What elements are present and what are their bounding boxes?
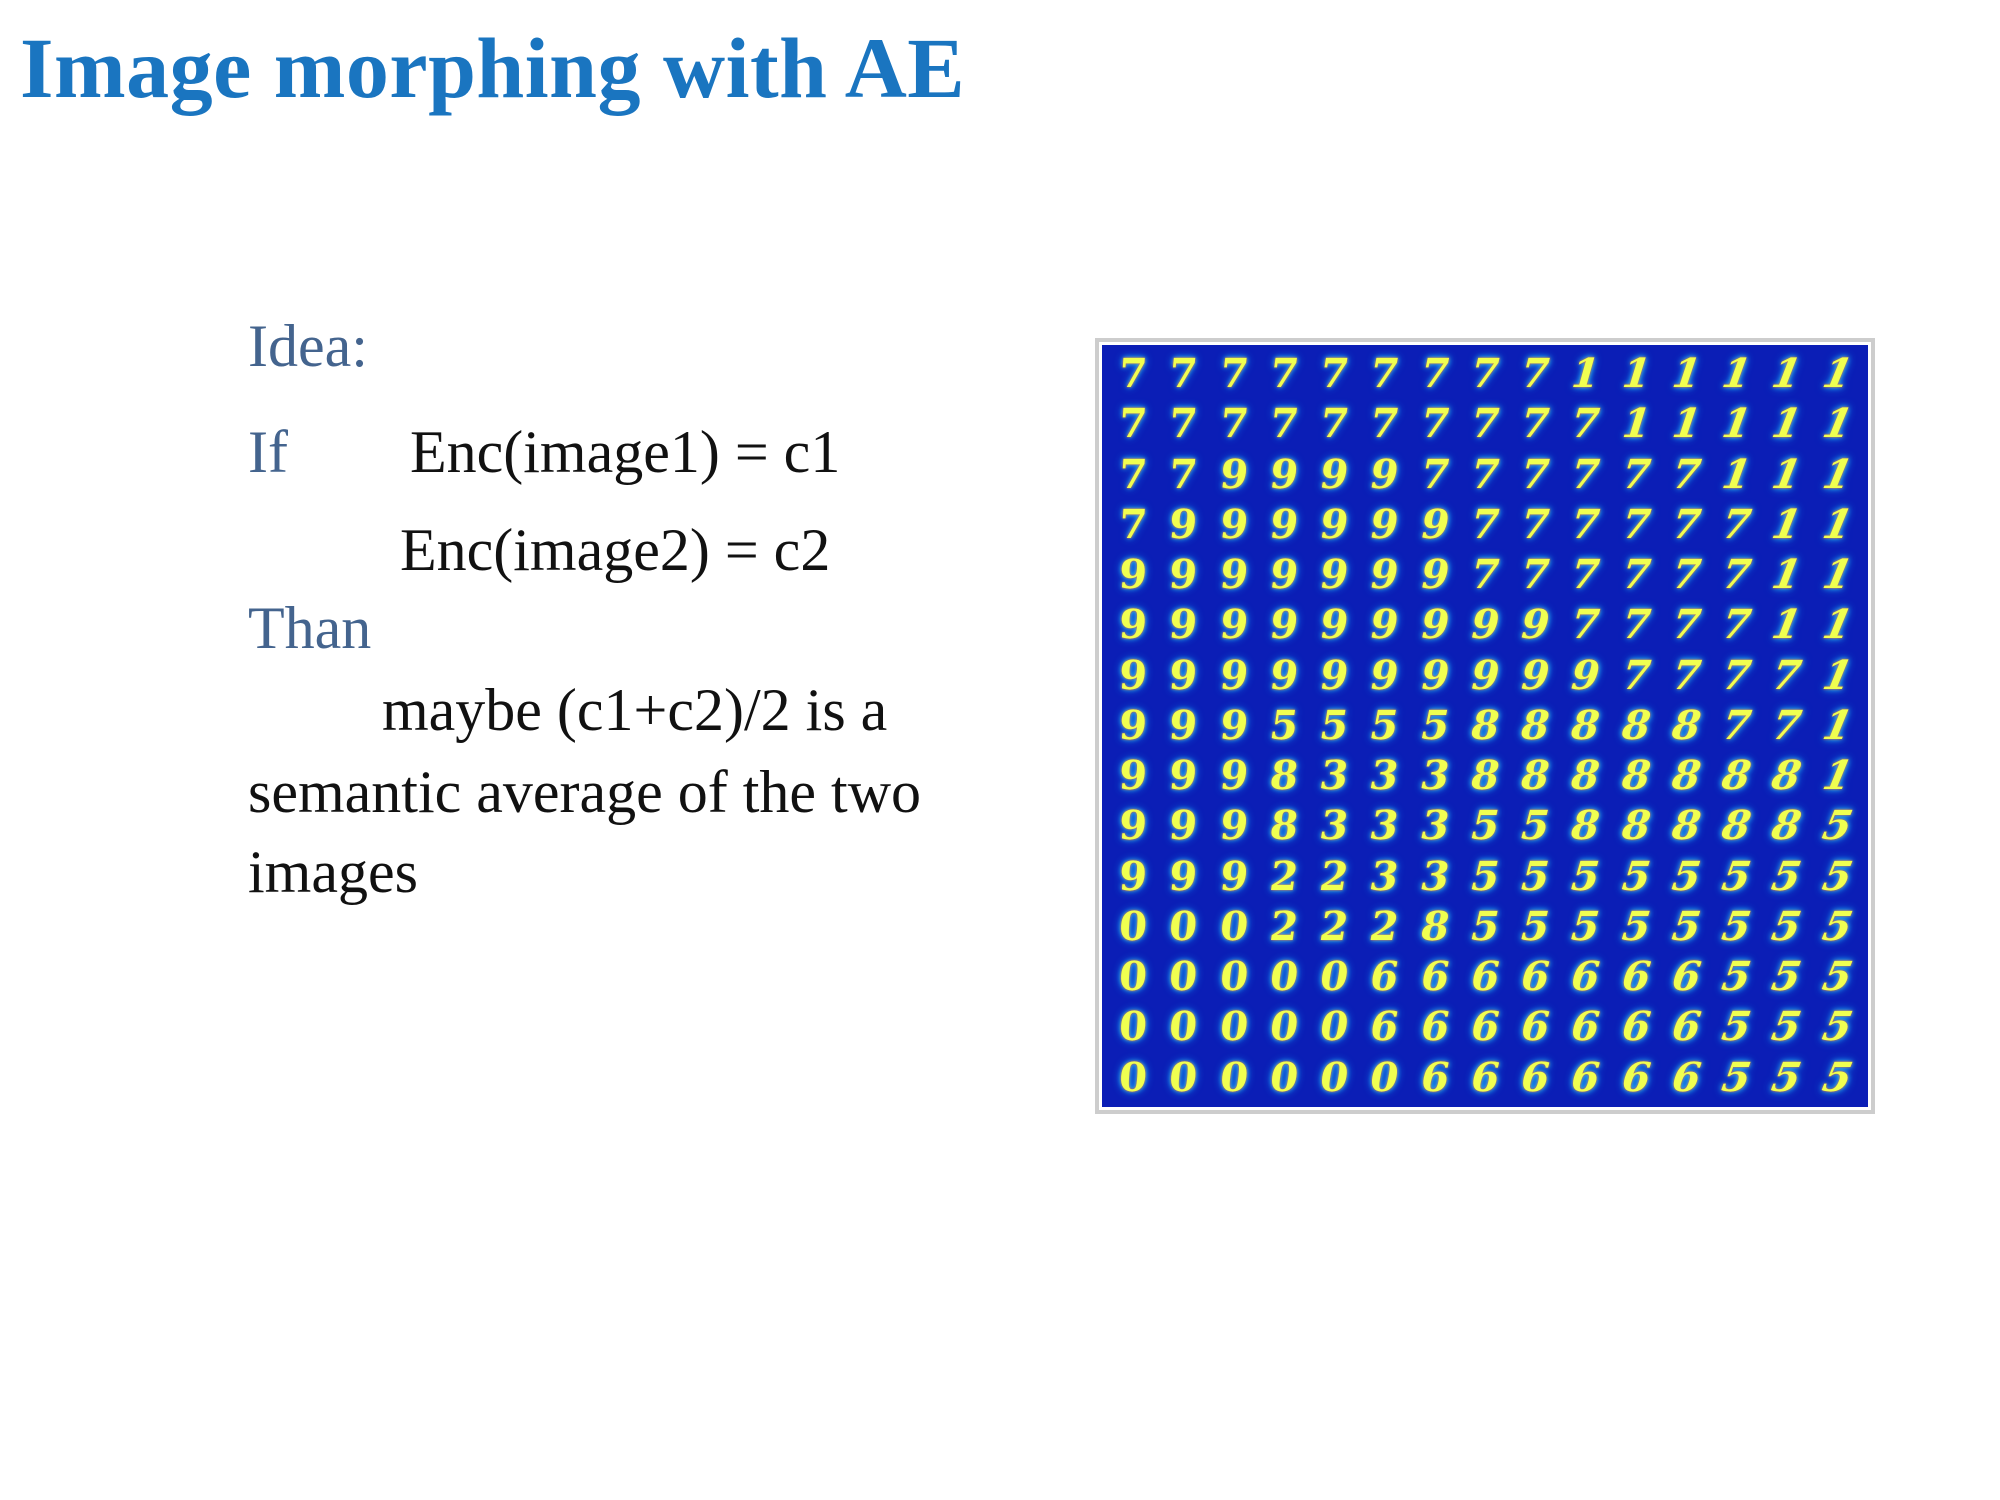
digit-cell: 9 bbox=[1266, 551, 1302, 599]
digit-cell: 9 bbox=[1167, 802, 1200, 850]
enc-image2-line: Enc(image2) = c2 bbox=[400, 517, 831, 583]
digit-cell: 9 bbox=[1167, 852, 1200, 900]
digit-cell: 2 bbox=[1266, 903, 1302, 951]
digit-cell: 0 bbox=[1266, 1003, 1302, 1051]
digit-cell: 8 bbox=[1266, 752, 1302, 800]
digit-cell: 0 bbox=[1217, 1053, 1251, 1101]
than-label: Than bbox=[248, 595, 372, 661]
digit-cell: 9 bbox=[1316, 450, 1352, 498]
digit-cell: 9 bbox=[1167, 701, 1200, 749]
digit-cell: 9 bbox=[1266, 450, 1302, 498]
semantic-line: semantic average of the two bbox=[248, 759, 922, 825]
digit-cell: 7 bbox=[1117, 500, 1149, 548]
digit-cell: 9 bbox=[1217, 651, 1251, 699]
maybe-line: maybe (c1+c2)/2 is a bbox=[382, 677, 888, 743]
digit-cell: 9 bbox=[1117, 701, 1149, 749]
digit-cell: 0 bbox=[1117, 903, 1149, 951]
digit-cell: 9 bbox=[1217, 852, 1251, 900]
digit-cell: 9 bbox=[1217, 450, 1251, 498]
digit-cell: 0 bbox=[1217, 953, 1251, 1001]
digit-cell: 9 bbox=[1117, 601, 1149, 649]
digit-cell: 0 bbox=[1117, 1053, 1149, 1101]
digit-cell: 7 bbox=[1117, 400, 1149, 448]
digit-cell: 9 bbox=[1217, 500, 1251, 548]
digit-cell: 0 bbox=[1217, 903, 1251, 951]
digit-cell: 9 bbox=[1167, 500, 1200, 548]
digit-cell: 9 bbox=[1217, 752, 1251, 800]
digit-cell: 7 bbox=[1167, 400, 1200, 448]
digit-cell: 9 bbox=[1266, 500, 1302, 548]
digit-cell: 9 bbox=[1167, 601, 1200, 649]
digit-cell: 9 bbox=[1167, 651, 1200, 699]
digit-cell: 2 bbox=[1266, 852, 1302, 900]
digit-cell: 0 bbox=[1167, 903, 1200, 951]
digit-cell: 7 bbox=[1266, 400, 1302, 448]
slide-title: Image morphing with AE bbox=[20, 20, 966, 116]
digit-cell: 7 bbox=[1217, 400, 1251, 448]
digit-cell: 0 bbox=[1167, 953, 1200, 1001]
digit-cell: 9 bbox=[1266, 601, 1302, 649]
digit-cell: 0 bbox=[1167, 1053, 1200, 1101]
digit-cell: 9 bbox=[1266, 651, 1302, 699]
digit-cell: 9 bbox=[1117, 802, 1149, 850]
digit-cell: 9 bbox=[1217, 601, 1251, 649]
digit-cell: 0 bbox=[1217, 1003, 1251, 1051]
digit-cell: 9 bbox=[1217, 802, 1251, 850]
digit-cell: 9 bbox=[1167, 752, 1200, 800]
digit-cell: 0 bbox=[1167, 1003, 1200, 1051]
digit-cell: 9 bbox=[1117, 651, 1149, 699]
digit-cell: 9 bbox=[1117, 752, 1149, 800]
digit-cell: 7 bbox=[1117, 450, 1149, 498]
digit-cell: 9 bbox=[1217, 551, 1251, 599]
digit-cell: 9 bbox=[1117, 551, 1149, 599]
digit-cell: 9 bbox=[1117, 852, 1149, 900]
digit-cell: 7 bbox=[1217, 350, 1251, 398]
digit-cell: 0 bbox=[1117, 953, 1149, 1001]
idea-label: Idea: bbox=[248, 313, 368, 379]
digit-cell: 5 bbox=[1266, 701, 1302, 749]
digit-cell: 7 bbox=[1117, 350, 1149, 398]
digit-cell: 9 bbox=[1316, 651, 1352, 699]
digit-cell: 0 bbox=[1266, 1053, 1302, 1101]
digit-cell: 7 bbox=[1167, 450, 1200, 498]
digit-cell: 0 bbox=[1117, 1003, 1149, 1051]
digit-cell: 9 bbox=[1167, 551, 1200, 599]
digit-cell: 7 bbox=[1167, 350, 1200, 398]
if-label: If bbox=[248, 419, 288, 485]
digit-cell: 0 bbox=[1266, 953, 1302, 1001]
enc-image1-line: Enc(image1) = c1 bbox=[410, 419, 841, 485]
digit-cell: 9 bbox=[1217, 701, 1251, 749]
images-line: images bbox=[248, 839, 418, 905]
digit-cell: 8 bbox=[1266, 802, 1302, 850]
digit-cell: 7 bbox=[1266, 350, 1302, 398]
